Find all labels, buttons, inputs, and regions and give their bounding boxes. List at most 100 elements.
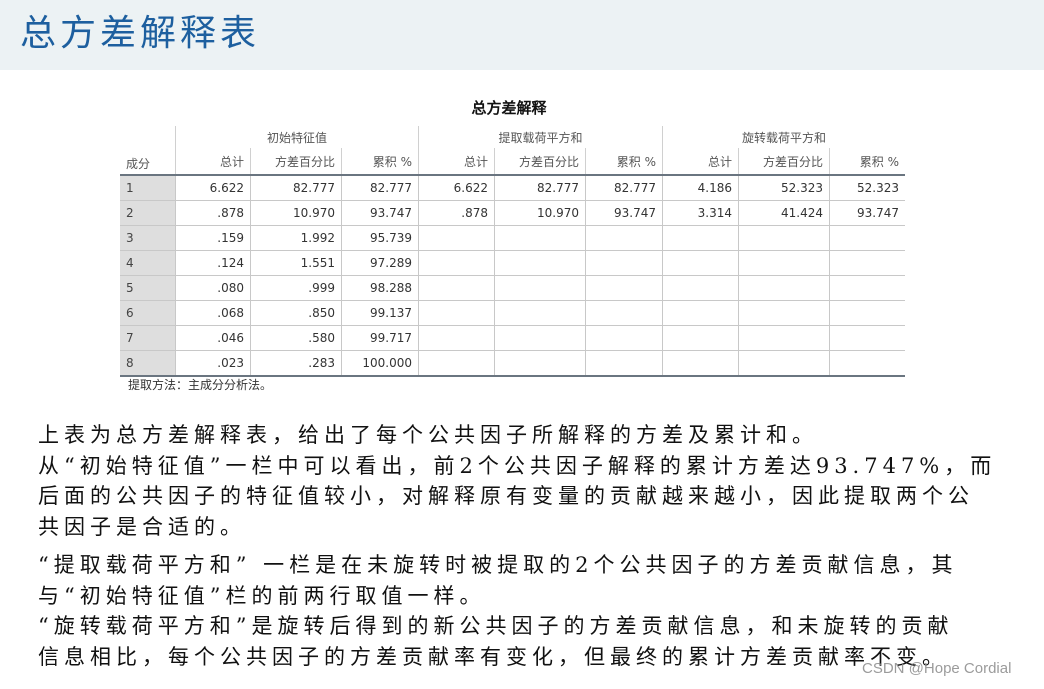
table-cell: 10.970 [250, 200, 342, 226]
row-label: 7 [120, 325, 176, 351]
blank-header [120, 126, 176, 148]
table-cell: 1.992 [250, 225, 342, 251]
row-label: 5 [120, 275, 176, 301]
table-cell: .878 [418, 200, 495, 226]
table-cell: .046 [175, 325, 251, 351]
table-cell: .159 [175, 225, 251, 251]
table-cell: .023 [175, 350, 251, 377]
table-cell [662, 325, 739, 351]
table-cell: 82.777 [250, 174, 342, 201]
table-cell: .080 [175, 275, 251, 301]
paragraph-line: “提取载荷平方和” 一栏是在未旋转时被提取的2个公共因子的方差贡献信息，其 [38, 553, 958, 577]
row-label: 6 [120, 300, 176, 326]
table-cell [418, 275, 495, 301]
table-cell [829, 350, 905, 377]
table-cell: 82.777 [494, 174, 586, 201]
watermark: CSDN @Hope Cordial [862, 660, 1012, 677]
group-rotation: 旋转载荷平方和 [662, 126, 905, 148]
row-label: 1 [120, 174, 176, 201]
table-cell [829, 300, 905, 326]
table-cell: 41.424 [738, 200, 830, 226]
table-cell [738, 350, 830, 377]
slide-title: 总方差解释表 [20, 13, 261, 54]
paragraph-line: 后面的公共因子的特征值较小，对解释原有变量的贡献越来越小，因此提取两个公 [38, 484, 974, 508]
table-cell [662, 300, 739, 326]
sub-header: 方差百分比 [494, 148, 586, 176]
sub-header: 方差百分比 [738, 148, 830, 176]
table-cell: 100.000 [341, 350, 419, 377]
table-cell [418, 350, 495, 377]
table-cell: 98.288 [341, 275, 419, 301]
table-cell: 99.717 [341, 325, 419, 351]
table-cell: 97.289 [341, 250, 419, 276]
table-title: 总方差解释 [471, 99, 547, 117]
table-cell [738, 300, 830, 326]
sub-header: 累积 % [585, 148, 663, 176]
paragraph-line: “旋转载荷平方和”是旋转后得到的新公共因子的方差贡献信息，和未旋转的贡献 [38, 614, 954, 638]
table-cell: 93.747 [341, 200, 419, 226]
table-cell: 52.323 [738, 174, 830, 201]
group-extraction: 提取载荷平方和 [418, 126, 663, 148]
table-cell: .850 [250, 300, 342, 326]
table-cell [585, 275, 663, 301]
table-footnote: 提取方法：主成分分析法。 [128, 378, 273, 392]
table-cell [662, 275, 739, 301]
sub-header: 总计 [662, 148, 739, 176]
group-initial-eigen: 初始特征值 [175, 126, 419, 148]
explanation-paragraph: 上表为总方差解释表，给出了每个公共因子所解释的方差及累计和。 从“初始特征值”一栏… [38, 420, 996, 672]
table-cell [662, 225, 739, 251]
table-cell: 93.747 [829, 200, 905, 226]
table-row: 1 6.622 82.777 82.777 6.622 82.777 82.777 4.186… [120, 174, 905, 201]
sub-header: 方差百分比 [250, 148, 342, 176]
table-row: 3.159 1.992 95.739 [120, 225, 905, 251]
table-cell: 82.777 [341, 174, 419, 201]
group-header-row: 初始特征值 提取载荷平方和 旋转载荷平方和 [120, 126, 905, 148]
table-cell: 82.777 [585, 174, 663, 201]
table-cell [829, 250, 905, 276]
table-cell: 99.137 [341, 300, 419, 326]
table-cell [738, 250, 830, 276]
table-cell: .283 [250, 350, 342, 377]
sub-header: 累积 % [829, 148, 905, 176]
table-cell [585, 350, 663, 377]
table-cell [829, 325, 905, 351]
table-cell: .068 [175, 300, 251, 326]
table-cell: .580 [250, 325, 342, 351]
sub-header: 总计 [175, 148, 251, 176]
table-cell: 10.970 [494, 200, 586, 226]
table-cell [829, 225, 905, 251]
component-header: 成分 [120, 148, 176, 176]
table-cell: .878 [175, 200, 251, 226]
paragraph-line: 共因子是合适的。 [38, 514, 246, 539]
sub-header: 累积 % [341, 148, 419, 176]
table-cell: 1.551 [250, 250, 342, 276]
sub-header-row: 成分 总计 方差百分比 累积 % 总计 方差百分比 累积 % 总计 方差百分比 累积 % [120, 148, 905, 176]
table-cell: 4.186 [662, 174, 739, 201]
paragraph-line: 信息相比，每个公共因子的方差贡献率有变化，但最终的累计方差贡献率不变。 [38, 644, 948, 669]
header-band [0, 0, 1044, 70]
table-cell: 52.323 [829, 174, 905, 201]
table-cell [738, 325, 830, 351]
table-cell [738, 275, 830, 301]
table-cell [494, 325, 586, 351]
row-label: 3 [120, 225, 176, 251]
sub-header: 总计 [418, 148, 495, 176]
table-cell [738, 225, 830, 251]
table-cell [418, 250, 495, 276]
table-cell [829, 275, 905, 301]
table-cell: .999 [250, 275, 342, 301]
table-cell [585, 300, 663, 326]
table-cell [585, 250, 663, 276]
table-cell [585, 225, 663, 251]
table-cell: 93.747 [585, 200, 663, 226]
table-row: 5.080.999 98.288 [120, 275, 905, 301]
row-label: 8 [120, 350, 176, 377]
table-cell [494, 225, 586, 251]
table-row: 6.068.850 99.137 [120, 300, 905, 326]
paragraph-line: 与“初始特征值”栏的前两行取值一样。 [38, 583, 486, 608]
table-cell [585, 325, 663, 351]
paragraph-line: 从“初始特征值”一栏中可以看出，前2个公共因子解释的累计方差达93.747%，而 [38, 453, 997, 478]
table-cell: .124 [175, 250, 251, 276]
table-row: 8.023.283 100.000 [120, 350, 905, 377]
table-cell: 6.622 [418, 174, 495, 201]
